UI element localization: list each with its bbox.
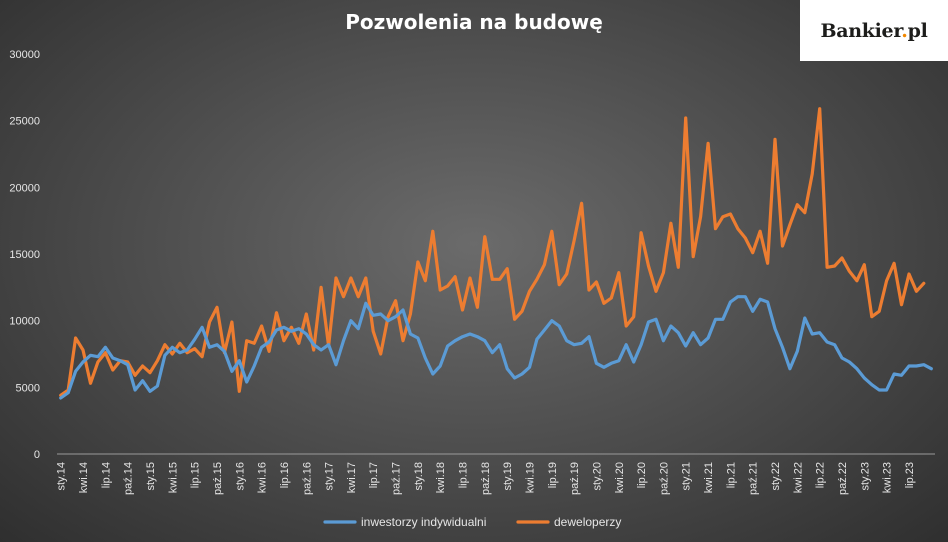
x-tick-label: paź.15 (212, 462, 224, 495)
x-tick-label: kwi.21 (703, 462, 715, 493)
bankier-logo: Bankier.pl (800, 0, 948, 61)
bankier-logo-text: Bankier.pl (820, 19, 928, 42)
x-tick-label: lip.17 (368, 462, 380, 488)
x-tick-label: kwi.22 (792, 462, 804, 493)
y-tick-label: 15000 (9, 249, 40, 261)
x-tick-label: kwi.18 (435, 462, 447, 493)
x-tick-label: paź.16 (301, 462, 313, 495)
x-tick-label: lip.23 (904, 462, 916, 488)
series-group (59, 107, 933, 400)
x-tick-label: sty.17 (324, 462, 336, 491)
x-tick-label: kwi.17 (346, 462, 358, 493)
x-tick-label: lip.22 (815, 462, 827, 488)
y-tick-label: 5000 (16, 382, 40, 394)
x-axis: sty.14 kwi.14 lip.14 paź.14 sty.15 kwi.15 lip.… (56, 462, 916, 495)
x-tick-label: lip.21 (725, 462, 737, 488)
y-tick-label: 0 (34, 449, 40, 461)
x-tick-label: sty.15 (145, 462, 157, 491)
x-tick-label: paź.20 (658, 462, 670, 495)
y-tick-label: 10000 (9, 316, 40, 328)
x-tick-label: paź.18 (480, 462, 492, 495)
x-tick-label: paź.14 (123, 462, 135, 495)
x-tick-label: sty.14 (56, 462, 68, 491)
x-tick-label: sty.16 (234, 462, 246, 491)
x-tick-label: kwi.14 (78, 462, 90, 493)
x-tick-label: sty.18 (413, 462, 425, 491)
chart-title: Pozwolenia na budowę (345, 10, 603, 34)
x-tick-label: paź.22 (837, 462, 849, 495)
x-tick-label: sty.23 (859, 462, 871, 491)
y-axis: 0 5000 10000 15000 20000 25000 30000 (9, 49, 40, 461)
legend-label: inwestorzy indywidualni (361, 515, 486, 529)
x-tick-label: kwi.15 (167, 462, 179, 493)
x-tick-label: lip.19 (547, 462, 559, 488)
x-tick-label: kwi.23 (882, 462, 894, 493)
legend: inwestorzy indywidualni deweloperzy (323, 515, 621, 529)
x-tick-label: lip.14 (100, 462, 112, 488)
x-tick-label: sty.22 (770, 462, 782, 491)
series-line (59, 295, 933, 400)
x-tick-label: lip.16 (279, 462, 291, 488)
x-tick-label: lip.15 (190, 462, 202, 488)
x-tick-label: paź.21 (748, 462, 760, 495)
legend-label: deweloperzy (554, 515, 621, 529)
x-tick-label: sty.21 (681, 462, 693, 491)
x-tick-label: lip.18 (458, 462, 470, 488)
x-tick-label: kwi.20 (614, 462, 626, 493)
x-tick-label: kwi.19 (524, 462, 536, 493)
x-tick-label: kwi.16 (257, 462, 269, 493)
x-tick-label: lip.20 (636, 462, 648, 488)
y-tick-label: 25000 (9, 116, 40, 128)
series-line (59, 107, 926, 397)
x-tick-label: paź.19 (569, 462, 581, 495)
x-tick-label: paź.17 (391, 462, 403, 495)
y-tick-label: 30000 (9, 49, 40, 61)
x-tick-label: sty.19 (502, 462, 514, 491)
y-tick-label: 20000 (9, 182, 40, 194)
x-tick-label: sty.20 (591, 462, 603, 491)
